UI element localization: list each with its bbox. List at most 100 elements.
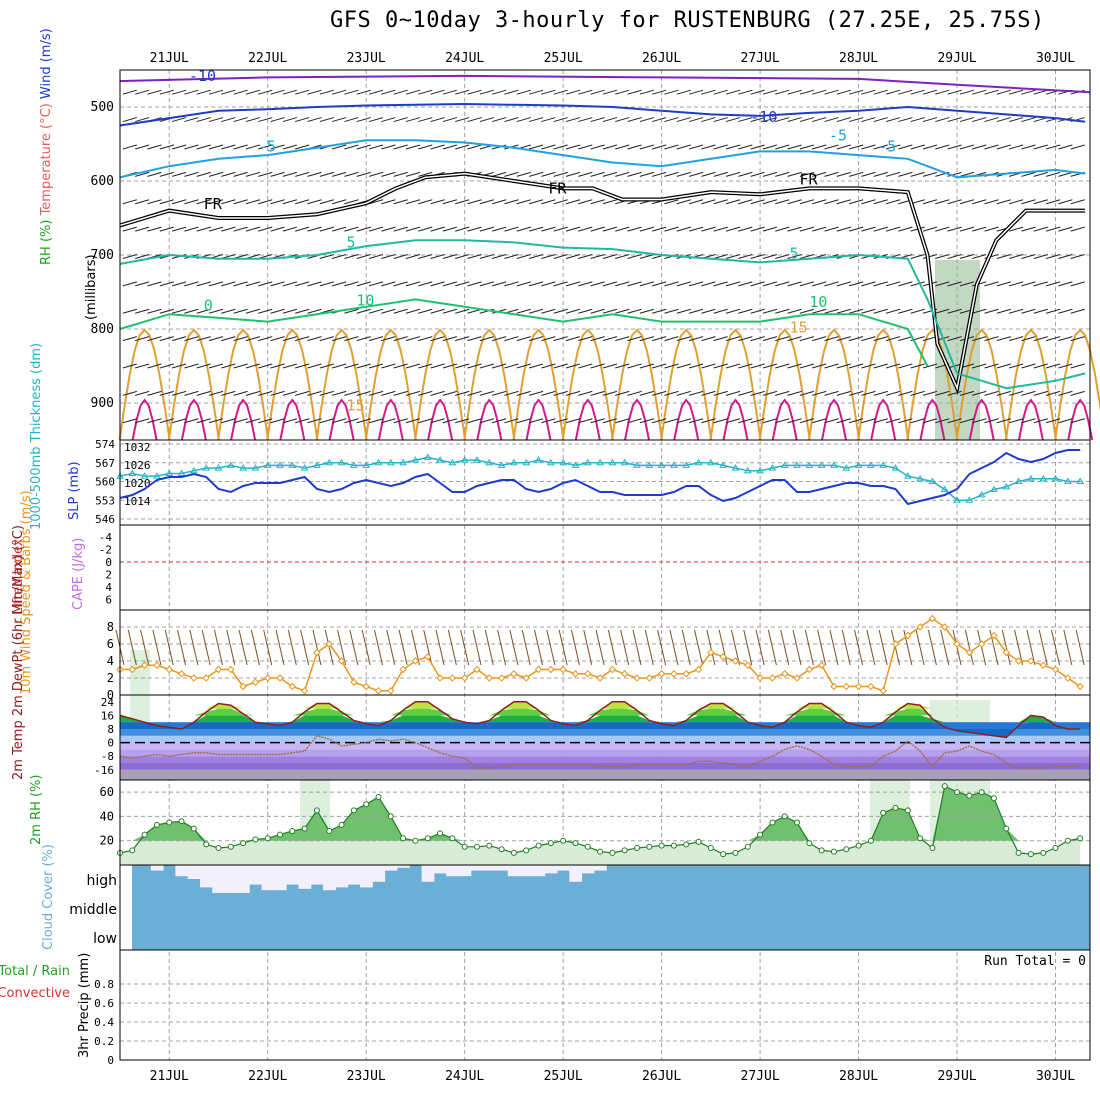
upper-wind-barb: [331, 144, 347, 150]
wind-speed-point: [276, 674, 284, 682]
upper-air-ylabel-part: RH (%): [39, 215, 54, 265]
upper-wind-barb: [972, 144, 987, 150]
upper-wind-barb: [848, 390, 864, 396]
upper-wind-barb: [996, 336, 1011, 342]
slp-line: [119, 449, 1081, 506]
wind-barb: [497, 629, 507, 666]
rh-tick-label: 60: [100, 785, 114, 799]
upper-wind-barb: [171, 390, 187, 396]
upper-wind-barb: [836, 226, 851, 232]
upper-wind-barb: [787, 171, 802, 177]
wind-barb: [804, 629, 814, 666]
upper-wind-barb: [319, 199, 334, 205]
upper-wind-barb: [738, 308, 753, 314]
upper-wind-barb: [627, 336, 642, 342]
upper-wind-barb: [1070, 144, 1085, 150]
upper-wind-barb: [836, 390, 851, 396]
temp-fill: [120, 708, 1081, 716]
upper-wind-barb: [701, 336, 716, 342]
thickness-line: [119, 456, 1081, 502]
wind-barb: [964, 629, 974, 666]
upper-wind-barb: [467, 89, 482, 95]
upper-wind-barb: [1058, 144, 1073, 150]
upper-wind-barb: [258, 336, 273, 342]
upper-wind-barb: [270, 418, 285, 424]
thickness-point: [239, 464, 247, 471]
upper-wind-barb: [787, 253, 802, 259]
wind-barb: [681, 629, 691, 666]
upper-wind-barb: [664, 418, 679, 424]
wind-barb: [534, 629, 544, 666]
rh-point: [190, 825, 197, 832]
upper-wind-barb: [405, 253, 421, 259]
upper-wind-barb: [479, 390, 494, 396]
upper-wind-barb: [910, 144, 925, 150]
temp-isotherm-15: [512, 328, 565, 441]
upper-wind-barb: [602, 363, 618, 369]
wind-barb: [657, 629, 667, 666]
wind-tick-label: 6: [107, 637, 114, 651]
upper-wind-barb: [590, 226, 605, 232]
thickness-tick-label: 553: [95, 494, 115, 507]
upper-wind-barb: [467, 281, 482, 287]
rh-point: [437, 830, 444, 837]
wind-tick-label: 2: [107, 671, 114, 685]
day-label-top: 24JUL: [445, 51, 484, 66]
wind-barb: [1051, 629, 1061, 666]
upper-wind-barb: [282, 199, 298, 205]
upper-wind-barb: [393, 171, 408, 177]
upper-wind-barb: [1021, 308, 1036, 314]
upper-wind-barb: [504, 390, 519, 396]
upper-wind-barb: [221, 336, 236, 342]
upper-wind-barb: [812, 390, 827, 396]
upper-wind-barb: [442, 117, 458, 123]
wind-speed-point: [214, 665, 223, 674]
wind-barb: [792, 629, 802, 666]
upper-wind-barb: [135, 89, 150, 95]
rh-point: [621, 847, 628, 854]
upper-wind-barb: [184, 117, 199, 123]
wind-barb: [878, 629, 888, 666]
upper-wind-barb: [762, 281, 778, 287]
upper-wind-barb: [947, 308, 962, 314]
upper-wind-barb: [738, 199, 753, 205]
upper-wind-barb: [516, 171, 531, 177]
upper-wind-barb: [1058, 390, 1073, 396]
upper-wind-barb: [258, 117, 273, 123]
upper-wind-barb: [455, 418, 470, 424]
rh-point: [609, 849, 616, 856]
wind-speed-point: [744, 661, 752, 669]
upper-wind-barb: [319, 117, 334, 123]
upper-wind-barb: [762, 390, 778, 396]
upper-wind-barb: [885, 336, 901, 342]
upper-wind-barb: [848, 199, 864, 205]
wind-barb: [213, 629, 223, 666]
wind-speed-point: [879, 687, 887, 695]
upper-wind-barb: [615, 144, 630, 150]
upper-wind-barb: [344, 89, 359, 95]
upper-wind-barb: [775, 253, 790, 259]
upper-wind-barb: [578, 418, 593, 424]
upper-wind-barb: [787, 226, 802, 232]
wind-speed-point: [362, 682, 370, 691]
upper-wind-barb: [1045, 171, 1061, 177]
upper-wind-barb: [590, 418, 605, 424]
wind-speed-point: [177, 670, 186, 678]
upper-wind-barb: [873, 199, 888, 205]
wind-speed-point: [251, 678, 260, 686]
upper-wind-barb: [688, 226, 704, 232]
wind-barb: [423, 629, 433, 666]
cloud-ylabel: Cloud Cover (%): [41, 844, 56, 950]
thickness-point: [1002, 482, 1011, 490]
upper-wind-barb: [996, 253, 1011, 259]
upper-wind-barb: [184, 144, 199, 150]
upper-wind-barb: [578, 390, 593, 396]
slp-tick-label: 1020: [124, 477, 151, 490]
rh-point: [141, 831, 148, 838]
thickness-point: [731, 464, 740, 471]
cloud-high-gap: [323, 865, 336, 891]
upper-wind-barb: [1058, 336, 1073, 342]
upper-wind-barb: [861, 336, 876, 342]
upper-wind-barb: [738, 226, 753, 232]
